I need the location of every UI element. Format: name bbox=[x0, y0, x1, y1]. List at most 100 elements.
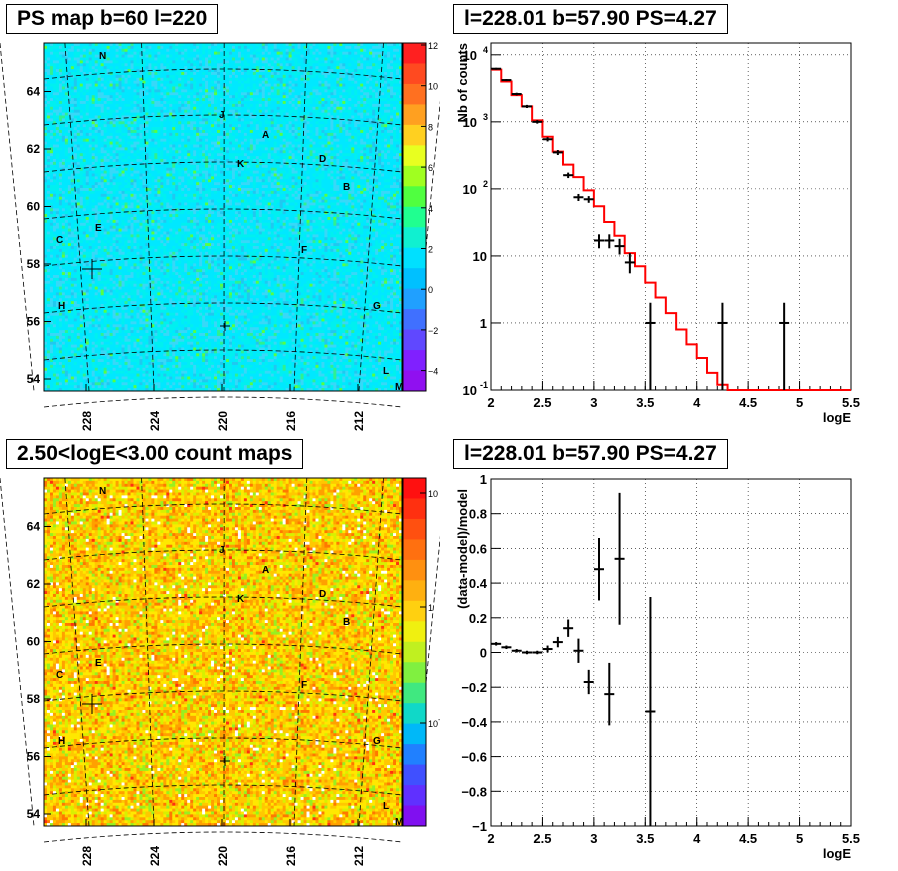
center-marker bbox=[220, 756, 230, 766]
source-label: K bbox=[237, 594, 245, 605]
residual-chart: 2 2.5 3 3.5 4 4.5 5 5.5 −1 −0.8 −0.6 −0.4 −0.2 0 0.2 0.… bbox=[455, 472, 860, 861]
y-tick-label: 56 bbox=[27, 315, 41, 329]
x-tick-label: 4.5 bbox=[739, 395, 757, 410]
coord-grid bbox=[0, 477, 440, 843]
y-tick-label: 56 bbox=[27, 750, 41, 764]
x-tick-label: 212 bbox=[352, 411, 366, 431]
source-label: K bbox=[237, 159, 245, 170]
colorbar-label: 1 bbox=[428, 603, 433, 613]
source-label: L bbox=[383, 366, 389, 377]
residual-title: l=228.01 b=57.90 PS=4.27 bbox=[453, 439, 728, 469]
x-axis-label: logE bbox=[823, 410, 851, 425]
y-tick-label: −0.8 bbox=[461, 784, 487, 799]
colorbar-label: 6 bbox=[428, 163, 433, 173]
map-frame bbox=[43, 42, 403, 392]
y-tick-label: 10 bbox=[463, 48, 477, 63]
y-tick-label: 10 bbox=[473, 249, 487, 264]
y-tick-label: 58 bbox=[27, 692, 41, 706]
countmap-title: 2.50<logE<3.00 count maps bbox=[6, 439, 304, 469]
ps-marker bbox=[82, 694, 102, 714]
y-tick-label: 62 bbox=[27, 577, 41, 591]
source-label: N bbox=[99, 486, 106, 497]
coord-grid bbox=[0, 42, 440, 408]
source-label: A bbox=[262, 565, 269, 576]
source-label: F bbox=[301, 680, 307, 691]
source-label: L bbox=[383, 801, 389, 812]
colorbar-label: 12 bbox=[428, 41, 438, 51]
y-tick-label: 64 bbox=[27, 520, 41, 534]
y-tick-label: 60 bbox=[27, 200, 41, 214]
map-frame bbox=[43, 477, 403, 827]
x-tick-label: 4 bbox=[693, 831, 701, 846]
x-tick-label: 5.5 bbox=[842, 395, 860, 410]
colorbar-label: 4 bbox=[428, 204, 433, 214]
spectrum-title: l=228.01 b=57.90 PS=4.27 bbox=[453, 4, 728, 34]
y-tick-label: 10 bbox=[463, 383, 477, 398]
y-tick-label: 10 bbox=[463, 182, 477, 197]
map1-title: PS map b=60 l=220 bbox=[6, 4, 219, 34]
x-tick-label: 224 bbox=[148, 846, 162, 866]
x-tick-label: 216 bbox=[284, 411, 298, 431]
x-tick-label: 3 bbox=[590, 395, 597, 410]
y-tick-label: 58 bbox=[27, 257, 41, 271]
x-axis-label: logE bbox=[823, 846, 851, 861]
model-histogram bbox=[491, 68, 851, 391]
plot-frame bbox=[490, 42, 852, 391]
colorbar-frame bbox=[402, 42, 427, 392]
x-tick-label: 2.5 bbox=[533, 831, 551, 846]
y-tick-label: −1 bbox=[472, 819, 487, 834]
x-tick-label: 220 bbox=[216, 846, 230, 866]
colorbar-label: 10 bbox=[428, 489, 438, 499]
source-label: J bbox=[219, 545, 225, 556]
x-tick-label: 216 bbox=[284, 846, 298, 866]
source-label: F bbox=[301, 245, 307, 256]
source-label: H bbox=[58, 301, 65, 312]
x-tick-label: 220 bbox=[216, 411, 230, 431]
source-label: M bbox=[395, 817, 403, 828]
x-tick-label: 5 bbox=[796, 395, 803, 410]
x-tick-label: 5 bbox=[796, 831, 803, 846]
x-tick-label: 228 bbox=[80, 411, 94, 431]
x-tick-label: 3.5 bbox=[636, 395, 654, 410]
colorbar-label: 10 bbox=[428, 82, 438, 92]
y-tick-label: 54 bbox=[27, 807, 41, 821]
colorbar-label: 2 bbox=[428, 245, 433, 255]
source-label: C bbox=[56, 235, 63, 246]
source-label: H bbox=[58, 736, 65, 747]
y-tick-label: 0.6 bbox=[469, 541, 487, 556]
y-tick-exponent: 2 bbox=[483, 179, 488, 189]
x-tick-label: 224 bbox=[148, 411, 162, 431]
y-tick-label: −0.4 bbox=[461, 715, 487, 730]
colorbar-label: −4 bbox=[428, 367, 438, 377]
center-marker bbox=[220, 321, 230, 331]
colorbar-label: 8 bbox=[428, 122, 433, 132]
colorbar-label: −2 bbox=[428, 326, 438, 336]
y-tick-exponent: -1 bbox=[480, 380, 488, 390]
x-tick-label: 3 bbox=[590, 831, 597, 846]
y-tick-label: 1 bbox=[480, 472, 487, 487]
y-tick-exponent: 4 bbox=[483, 45, 488, 55]
grid bbox=[491, 43, 851, 390]
source-label: G bbox=[373, 301, 381, 312]
x-tick-label: 3.5 bbox=[636, 831, 654, 846]
y-tick-label: 10 bbox=[463, 115, 477, 130]
source-label: J bbox=[219, 110, 225, 121]
y-axis-label: Nb of counts bbox=[455, 43, 470, 122]
source-label: D bbox=[319, 154, 326, 165]
y-tick-exponent: 3 bbox=[483, 112, 488, 122]
y-tick-label: 62 bbox=[27, 142, 41, 156]
colorbar-label: 0 bbox=[428, 285, 433, 295]
colorbar bbox=[403, 43, 426, 392]
y-tick-label: 54 bbox=[27, 372, 41, 386]
y-tick-label: 0.4 bbox=[469, 576, 488, 591]
y-tick-label: 0.8 bbox=[469, 507, 487, 522]
x-tick-label: 2 bbox=[487, 395, 494, 410]
x-tick-label: 2.5 bbox=[533, 395, 551, 410]
source-label: G bbox=[373, 736, 381, 747]
x-tick-label: 228 bbox=[80, 846, 94, 866]
x-tick-label: 4 bbox=[693, 395, 701, 410]
x-tick-label: 212 bbox=[352, 846, 366, 866]
map-pixels bbox=[44, 478, 403, 827]
